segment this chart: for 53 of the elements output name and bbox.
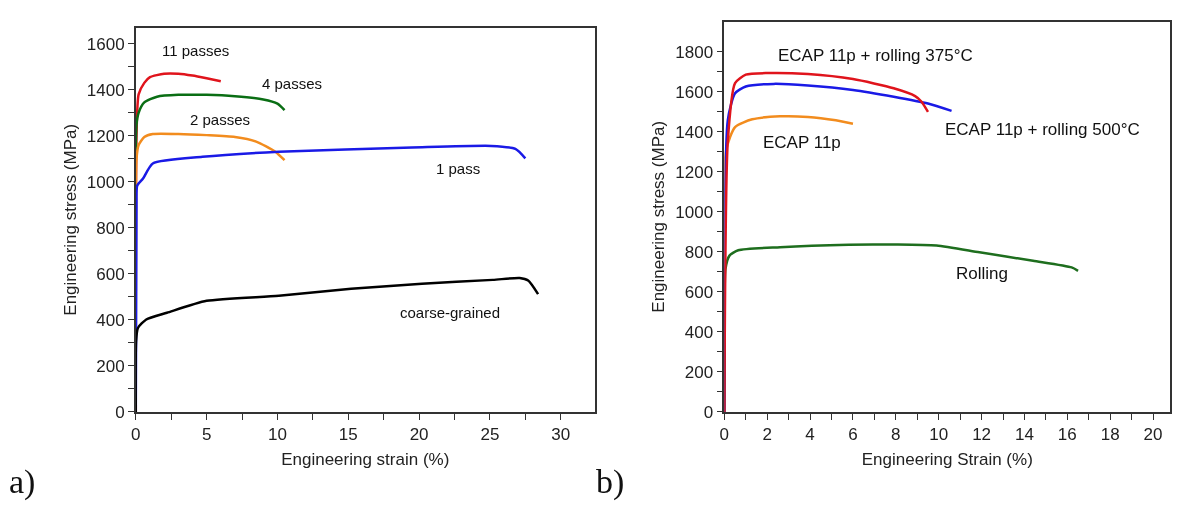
line-series xyxy=(135,276,540,412)
y-tick-label: 1000 xyxy=(675,202,714,222)
x-tick-label: 10 xyxy=(929,425,949,445)
series-label: ECAP 11p xyxy=(763,133,841,152)
series-label: Rolling xyxy=(956,264,1008,283)
x-tick-label: 20 xyxy=(1143,425,1163,445)
y-tick-label: 200 xyxy=(684,362,714,382)
y-tick-label: 600 xyxy=(684,282,714,302)
y-tick-label: 1600 xyxy=(675,82,714,102)
x-tick-label: 4 xyxy=(805,425,815,445)
x-tick-label: 20 xyxy=(409,425,429,445)
y-tick-label: 1000 xyxy=(86,172,125,192)
y-tick-label: 1800 xyxy=(675,42,714,62)
x-tick-label: 0 xyxy=(719,425,730,445)
series-label: coarse-grained xyxy=(400,304,501,321)
x-tick-label: 2 xyxy=(762,425,772,445)
series-label: 1 pass xyxy=(436,160,481,177)
y-tick-label: 800 xyxy=(684,242,714,262)
x-tick-label: 30 xyxy=(551,425,571,445)
series-label: 2 passes xyxy=(190,111,251,128)
y-tick-label: 400 xyxy=(96,310,125,330)
y-axis-title: Engineering stress (MPa) xyxy=(649,120,669,313)
y-tick-label: 1400 xyxy=(86,80,125,100)
text: b) xyxy=(596,463,625,501)
x-tick-label: 0 xyxy=(131,425,141,445)
x-tick-label: 25 xyxy=(480,425,500,445)
x-tick-label: 5 xyxy=(201,425,212,445)
y-tick-label: 200 xyxy=(96,356,125,376)
x-tick-label: 15 xyxy=(338,425,358,445)
x-tick-label: 18 xyxy=(1100,425,1120,445)
y-tick-label: 800 xyxy=(96,218,125,238)
x-tick-label: 8 xyxy=(891,425,901,445)
y-tick-label: 0 xyxy=(703,402,714,422)
y-tick-label: 600 xyxy=(96,264,125,284)
y-axis-title: Engineering stress (MPa) xyxy=(60,123,80,316)
x-tick-label: 10 xyxy=(267,425,287,445)
y-tick-label: 0 xyxy=(115,402,125,422)
y-tick-label: 1600 xyxy=(86,34,125,54)
series-label: 4 passes xyxy=(262,75,323,92)
series-label: ECAP 11p + rolling 375°C xyxy=(778,46,973,65)
y-tick-label: 1200 xyxy=(675,162,714,182)
text: a) xyxy=(9,463,36,501)
x-tick-label: 16 xyxy=(1057,425,1077,445)
x-axis-title: Engineering Strain (%) xyxy=(861,450,1033,470)
x-tick-label: 14 xyxy=(1014,425,1034,445)
y-tick-label: 1200 xyxy=(86,126,125,146)
series-label: ECAP 11p + rolling 500°C xyxy=(945,120,1140,139)
y-tick-label: 1400 xyxy=(675,122,714,142)
series-label: 11 passes xyxy=(162,42,230,59)
y-tick-label: 400 xyxy=(684,322,714,342)
x-axis-title: Engineering strain (%) xyxy=(281,450,450,470)
x-tick-label: 12 xyxy=(972,425,992,445)
x-tick-label: 6 xyxy=(848,425,858,445)
